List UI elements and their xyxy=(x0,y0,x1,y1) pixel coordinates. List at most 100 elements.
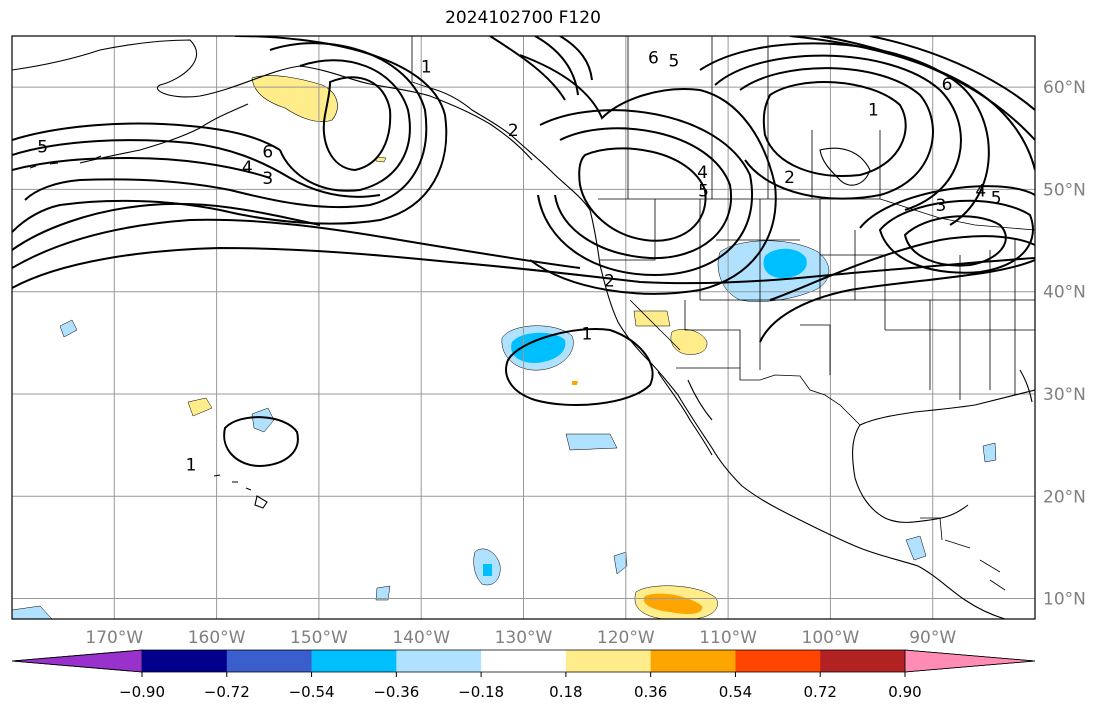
lon-tick-label: 130°W xyxy=(495,628,553,648)
negative-anomaly-region xyxy=(613,551,628,575)
positive-anomaly-region xyxy=(633,310,671,327)
lat-tick-label: 50°N xyxy=(1043,180,1086,200)
negative-anomaly-region xyxy=(565,433,618,451)
lon-tick-label: 120°W xyxy=(597,628,655,648)
contour-label: 5 xyxy=(698,181,709,201)
negative-anomaly-region xyxy=(982,442,997,463)
negative-anomaly-region xyxy=(572,381,578,385)
negative-anomaly-core xyxy=(511,332,566,363)
contour-line xyxy=(878,199,1034,274)
contours xyxy=(12,36,1035,468)
contour-line xyxy=(12,246,1035,289)
negative-anomaly-region xyxy=(12,605,53,619)
contour-label: 4 xyxy=(975,181,986,201)
negative-anomaly-core xyxy=(763,248,807,278)
map-border xyxy=(11,35,1036,620)
contour-line xyxy=(505,328,654,406)
lon-tick-label: 110°W xyxy=(699,628,757,648)
lat-tick-label: 10°N xyxy=(1043,590,1086,610)
contour-line xyxy=(279,59,411,192)
contour-label: 3 xyxy=(262,169,273,189)
contour-line xyxy=(12,218,581,269)
contour-label: 5 xyxy=(991,189,1002,209)
contour-label: 3 xyxy=(935,196,946,216)
contour-line xyxy=(534,36,579,96)
coastlines xyxy=(12,39,1035,619)
lat-tick-label: 30°N xyxy=(1043,385,1086,405)
contour-label: 5 xyxy=(37,137,48,157)
contour-line xyxy=(223,416,299,468)
contour-label: 6 xyxy=(262,143,273,163)
contour-label: 1 xyxy=(868,101,879,121)
baja-california xyxy=(657,371,713,456)
contour-line xyxy=(322,76,392,172)
contour-label: 6 xyxy=(942,75,953,95)
contour-line xyxy=(762,81,907,177)
negative-anomaly-region xyxy=(59,319,78,338)
west-coast xyxy=(589,209,1006,619)
contour-line xyxy=(578,147,707,242)
lat-tick-label: 40°N xyxy=(1043,283,1086,303)
longitude-ticks: 170°W 160°W 150°W 140°W 130°W 120°W 110°W 100°W… xyxy=(85,628,956,648)
alaska-canada-border xyxy=(411,36,431,89)
contour-line xyxy=(12,36,448,233)
hudson-bay xyxy=(819,147,871,186)
lon-tick-label: 90°W xyxy=(909,628,956,648)
page-title: 2024102700 F120 xyxy=(445,8,601,28)
contour-line xyxy=(519,54,777,295)
negative-anomaly-core xyxy=(483,564,492,576)
gridlines xyxy=(12,36,1035,619)
lat-tick-label: 20°N xyxy=(1043,487,1086,507)
contour-label: 1 xyxy=(421,58,432,78)
central-america-borders xyxy=(920,517,1006,591)
contour-line xyxy=(714,54,962,211)
contour-line xyxy=(537,109,753,277)
contour-line xyxy=(554,127,733,260)
contour-label: 2 xyxy=(508,121,519,141)
aleutian-islands xyxy=(29,155,102,169)
alaska-coast xyxy=(12,39,533,161)
negative-anomaly-region xyxy=(375,585,391,601)
contour-label: 1 xyxy=(186,456,197,476)
latitude-ticks: 60°N 50°N 40°N 30°N 20°N 10°N xyxy=(1043,78,1086,609)
hawaii-islands xyxy=(213,474,268,509)
contour-line xyxy=(24,42,428,209)
lon-tick-label: 150°W xyxy=(290,628,348,648)
contour-label: 2 xyxy=(784,168,795,188)
contour-line xyxy=(12,122,281,151)
contour-label: 5 xyxy=(668,52,679,72)
contour-label: 1 xyxy=(582,325,593,345)
contour-label: 4 xyxy=(697,163,708,183)
lon-tick-label: 140°W xyxy=(392,628,450,648)
contour-line xyxy=(489,36,566,101)
alaska-panhandle xyxy=(429,87,591,211)
contour-line xyxy=(559,36,593,81)
contour-line xyxy=(12,156,271,179)
contour-line xyxy=(12,202,321,251)
negative-anomaly-region xyxy=(251,407,275,433)
contour-line xyxy=(739,67,934,200)
contour-label: 2 xyxy=(604,271,615,291)
contour-line xyxy=(819,36,1035,141)
contour-line xyxy=(12,139,381,198)
lat-tick-label: 60°N xyxy=(1043,78,1086,98)
us-mexico-border xyxy=(676,367,861,426)
contour-label: 6 xyxy=(648,48,659,68)
contour-line xyxy=(759,259,1035,343)
contour-line xyxy=(769,235,1035,301)
lon-tick-label: 100°W xyxy=(802,628,860,648)
contour-label: 4 xyxy=(242,158,253,178)
lon-tick-label: 170°W xyxy=(85,628,143,648)
gulf-coast xyxy=(852,389,1035,523)
negative-anomaly-region xyxy=(905,535,927,561)
florida xyxy=(1019,369,1033,403)
state-borders xyxy=(600,199,1035,400)
contour-line xyxy=(903,215,1007,267)
province-borders xyxy=(627,36,881,199)
lon-tick-label: 160°W xyxy=(188,628,246,648)
contour-line xyxy=(859,185,1035,229)
contour-line xyxy=(869,36,1035,111)
